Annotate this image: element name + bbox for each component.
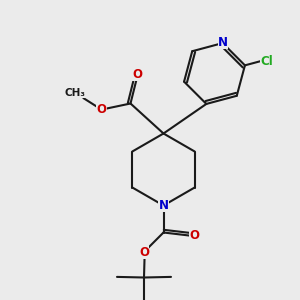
Text: O: O (132, 68, 142, 81)
Text: N: N (218, 36, 228, 49)
Text: O: O (96, 103, 106, 116)
Text: O: O (189, 229, 200, 242)
Text: CH₃: CH₃ (64, 88, 86, 98)
Text: O: O (139, 245, 149, 259)
Text: Cl: Cl (260, 55, 273, 68)
Text: N: N (158, 199, 169, 212)
